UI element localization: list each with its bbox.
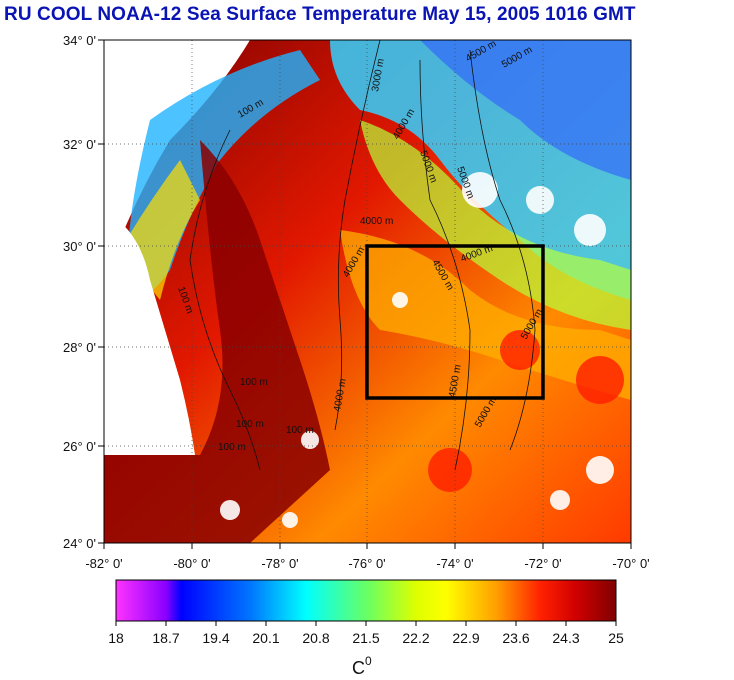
study-area-box <box>365 244 545 400</box>
colorbar-tick-label: 22.2 <box>402 630 429 646</box>
colorbar-labels: 18 18.7 19.4 20.1 20.8 21.5 22.2 22.9 23… <box>108 630 624 646</box>
colorbar-tick-label: 24.3 <box>552 630 579 646</box>
colorbar-unit: C0 <box>352 654 372 678</box>
x-tick-label: -70° 0' <box>612 556 649 571</box>
y-axis-labels: 34° 0' 32° 0' 30° 0' 28° 0' 26° 0' 24° 0… <box>63 33 96 551</box>
unit-superscript: 0 <box>365 654 372 668</box>
x-tick-label: -82° 0' <box>85 556 122 571</box>
y-tick-label: 30° 0' <box>63 239 96 254</box>
colorbar-tick-label: 21.5 <box>352 630 379 646</box>
colorbar-tick-label: 18.7 <box>152 630 179 646</box>
y-tick-label: 24° 0' <box>63 536 96 551</box>
axis-ticks <box>98 39 632 549</box>
colorbar <box>115 579 617 622</box>
y-tick-label: 34° 0' <box>63 33 96 48</box>
bathymetry-contours <box>189 39 536 471</box>
contour-label: 100 m <box>240 377 268 388</box>
x-tick-label: -72° 0' <box>524 556 561 571</box>
figure-title: RU COOL NOAA-12 Sea Surface Temperature … <box>4 4 636 25</box>
y-tick-label: 26° 0' <box>63 439 96 454</box>
x-tick-label: -80° 0' <box>173 556 210 571</box>
x-tick-label: -78° 0' <box>261 556 298 571</box>
contour-label: 100 m <box>286 425 314 436</box>
y-tick-label: 32° 0' <box>63 137 96 152</box>
y-tick-label: 28° 0' <box>63 340 96 355</box>
colorbar-ticks <box>115 621 617 626</box>
colorbar-tick-label: 20.1 <box>252 630 279 646</box>
colorbar-tick-label: 20.8 <box>302 630 329 646</box>
contour-label: 4000 m <box>360 216 393 227</box>
x-tick-label: -74° 0' <box>436 556 473 571</box>
colorbar-tick-label: 22.9 <box>452 630 479 646</box>
colorbar-tick-label: 18 <box>108 630 124 646</box>
x-axis-labels: -82° 0' -80° 0' -78° 0' -76° 0' -74° 0' … <box>85 556 649 571</box>
colorbar-tick-label: 19.4 <box>202 630 229 646</box>
colorbar-tick-label: 25 <box>608 630 624 646</box>
x-tick-label: -76° 0' <box>348 556 385 571</box>
colorbar-tick-label: 23.6 <box>502 630 529 646</box>
contour-label: 100 m <box>236 419 264 430</box>
contour-label: 100 m <box>218 442 246 453</box>
unit-text: C <box>352 658 365 678</box>
